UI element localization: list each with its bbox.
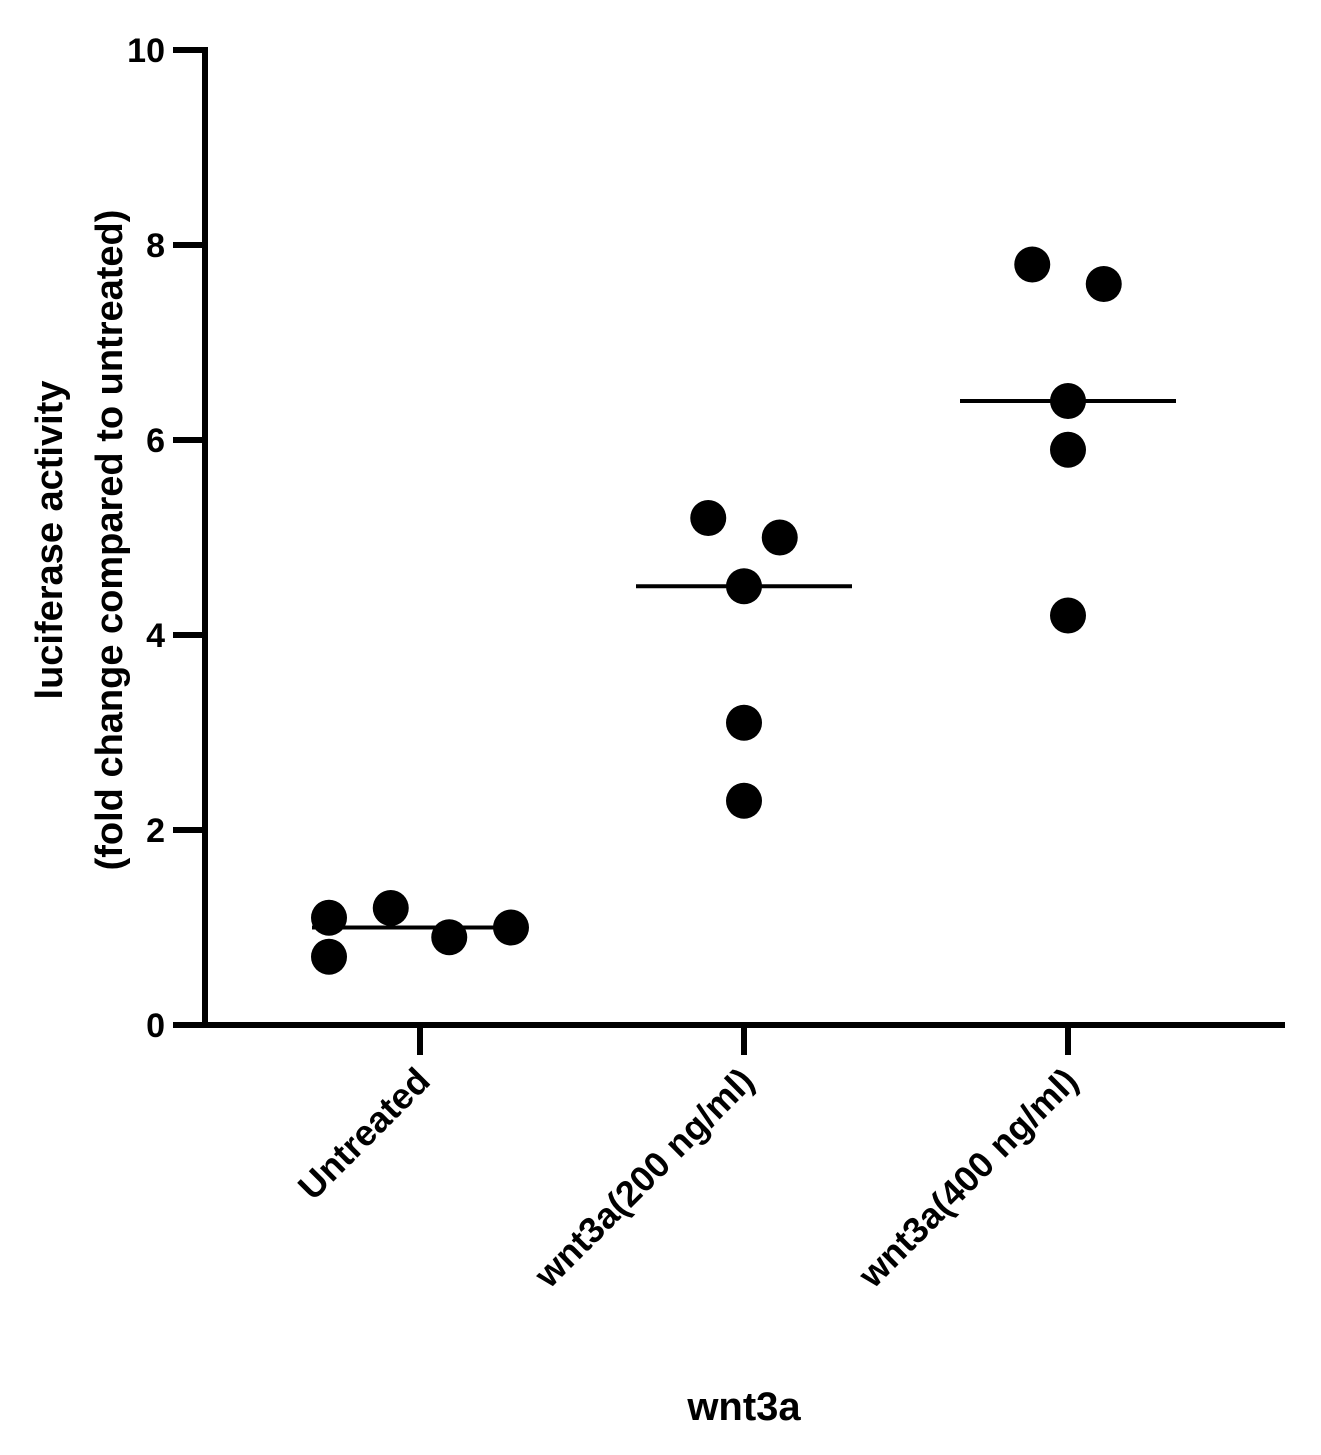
y-tick-label-0: 0	[146, 1007, 165, 1045]
y-tick-label-3: 6	[146, 422, 165, 460]
data-point-2-1	[1085, 266, 1122, 302]
data-point-1-2	[726, 568, 762, 605]
x-tick-label-1: wnt3a(200 ng/ml)	[525, 1060, 761, 1296]
data-point-1-1	[761, 519, 798, 556]
data-point-0-4	[493, 909, 529, 946]
data-point-1-0	[690, 500, 727, 536]
data-points	[311, 246, 1122, 975]
x-tick-label-0: Untreated	[290, 1060, 438, 1208]
y-tick-label-2: 4	[146, 617, 165, 655]
median-lines	[312, 399, 1176, 930]
x-tick-label-2: wnt3a(400 ng/ml)	[849, 1060, 1085, 1296]
data-point-0-0	[311, 899, 347, 936]
data-point-1-3	[726, 704, 762, 741]
data-point-1-4	[726, 782, 762, 819]
data-point-2-4	[1050, 597, 1086, 634]
x-axis-ticks: Untreated wnt3a(200 ng/ml) wnt3a(400 ng/ml…	[290, 1025, 1086, 1296]
data-point-0-1	[311, 938, 347, 975]
data-point-2-0	[1014, 246, 1051, 283]
data-point-0-2	[372, 890, 409, 926]
y-axis-ticks: 0 2 4 6 8 10	[127, 32, 205, 1045]
data-point-2-2	[1050, 383, 1086, 419]
data-point-2-3	[1050, 431, 1086, 468]
y-axis-title-line2: (fold change compared to untreated)	[89, 210, 131, 871]
data-point-0-3	[431, 919, 468, 956]
y-axis-title-line1: luciferase activity	[29, 381, 71, 700]
y-tick-label-5: 10	[127, 32, 165, 70]
y-tick-label-1: 2	[146, 812, 165, 850]
x-axis-title: wnt3a	[686, 1385, 801, 1429]
y-tick-label-4: 8	[146, 227, 165, 265]
